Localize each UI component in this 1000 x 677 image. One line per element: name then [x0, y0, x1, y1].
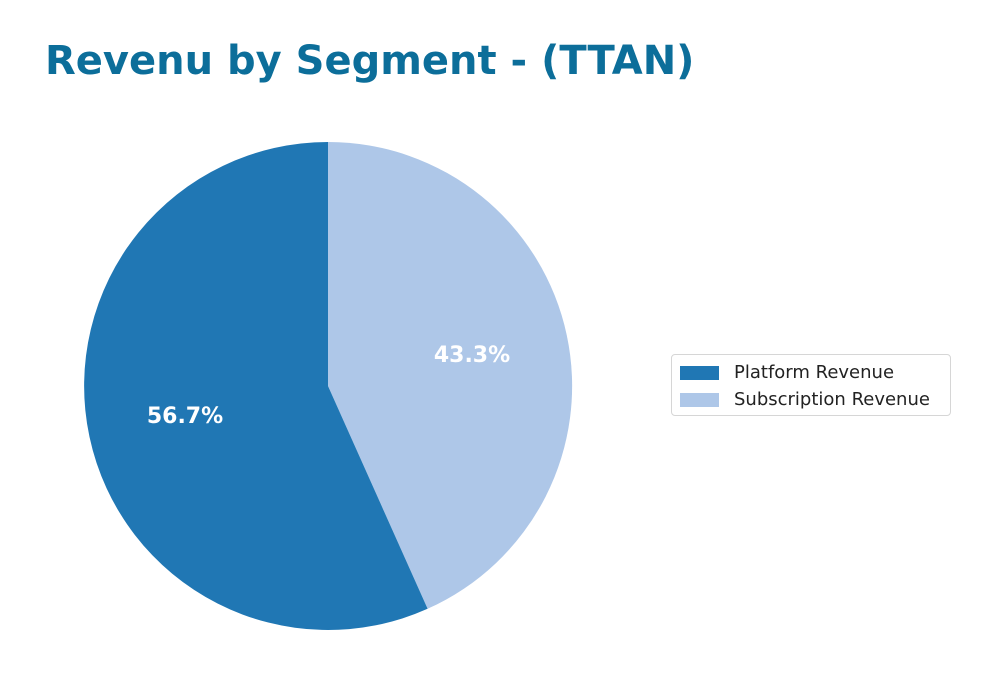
legend-swatch-subscription [680, 392, 719, 407]
legend-swatch-platform [680, 365, 719, 380]
slice-platform-revenue [84, 142, 428, 630]
slice-subscription-revenue [328, 141, 573, 609]
legend-item-platform: Platform Revenue [680, 362, 894, 383]
subscription-pct-label: 43.3% [434, 343, 510, 368]
platform-pct-label: 56.7% [147, 404, 223, 429]
legend-item-subscription: Subscription Revenue [680, 389, 930, 410]
legend: Platform Revenue Subscription Revenue [671, 354, 951, 416]
legend-label: Subscription Revenue [734, 389, 930, 410]
chart-title: Revenu by Segment - (TTAN) [45, 38, 695, 84]
legend-label: Platform Revenue [734, 362, 895, 383]
